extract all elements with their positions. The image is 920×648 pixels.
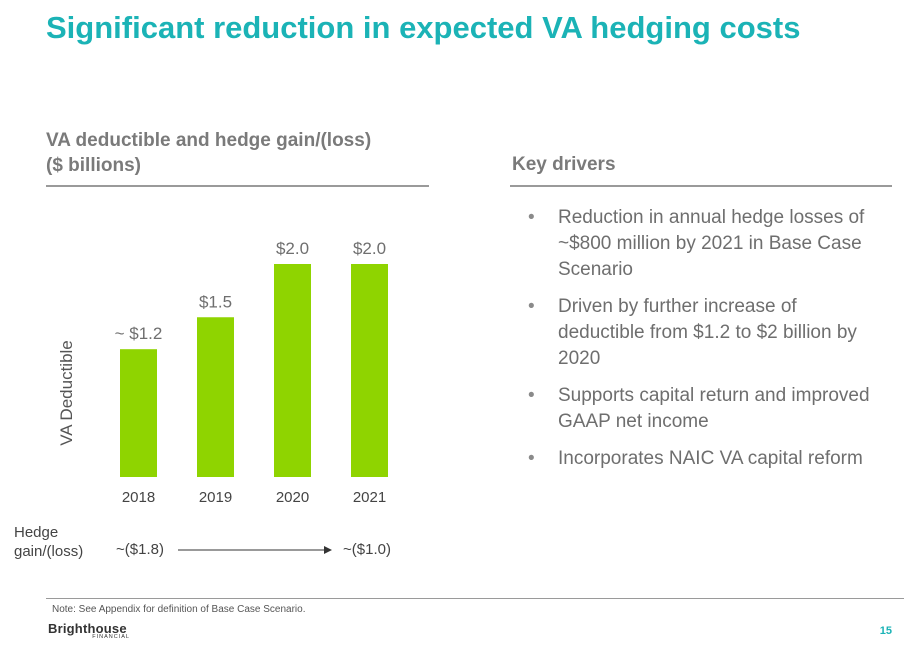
footnote: Note: See Appendix for definition of Bas… [52,604,306,615]
data-label-2019: $1.5 [199,292,232,311]
driver-item-text: Reduction in annual hedge losses of ~$80… [558,207,865,280]
drivers-heading: Key drivers [512,154,616,175]
driver-item-text: Driven by further increase of deductible… [558,296,857,369]
driver-item-text: Supports capital return and improved GAA… [558,385,870,432]
bars-group: ~ $1.2 2018 $1.5 2019 $2.0 2020 $2.0 2021 [115,239,388,506]
x-tick-label-2018: 2018 [122,489,155,506]
chart-heading-rule [46,185,429,187]
logo-subtext: FINANCIAL [92,634,130,640]
data-label-2020: $2.0 [276,239,309,258]
driver-item: • Driven by further increase of deductibl… [528,294,888,372]
chart-heading-line1: VA deductible and hedge gain/(loss) [46,130,372,151]
bar-2020 [274,264,311,477]
hedge-arrow-icon [178,546,332,554]
footer-rule [46,598,904,599]
bullet-icon: • [528,385,535,406]
data-label-2021: $2.0 [353,239,386,258]
hedge-label: Hedge gain/(loss) [14,524,84,560]
page-number: 15 [879,625,892,637]
driver-item-text: Incorporates NAIC VA capital reform [558,448,863,469]
x-tick-label-2020: 2020 [276,489,309,506]
logo-wordmark: Brighthouse [48,621,127,636]
x-tick-label-2019: 2019 [199,489,232,506]
hedge-start-value: ~($1.8) [116,541,164,558]
page-title: Significant reduction in expected VA hed… [46,10,801,45]
driver-item: • Incorporates NAIC VA capital reform [528,446,888,472]
driver-item: • Supports capital return and improved GA… [528,383,888,435]
data-label-2018: ~ $1.2 [115,324,163,343]
chart-heading-line2: ($ billions) [46,155,141,176]
chart-heading: VA deductible and hedge gain/(loss) ($ b… [46,128,371,178]
hedge-end-value: ~($1.0) [343,541,391,558]
bar-2019 [197,317,234,477]
bar-2021 [351,264,388,477]
y-axis-label: VA Deductible [57,340,76,446]
x-tick-label-2021: 2021 [353,489,386,506]
drivers-list: • Reduction in annual hedge losses of ~$8… [528,205,888,483]
bar-2018 [120,349,157,477]
va-deductible-bar-chart: VA Deductible ~ $1.2 2018 $1.5 2019 $2.0 2020… [57,239,388,506]
brighthouse-logo: Brighthouse FINANCIAL [48,621,138,640]
bullet-icon: • [528,448,535,469]
driver-item: • Reduction in annual hedge losses of ~$8… [528,205,888,283]
bullet-icon: • [528,296,535,317]
bullet-icon: • [528,207,535,228]
drivers-heading-rule [510,185,892,187]
